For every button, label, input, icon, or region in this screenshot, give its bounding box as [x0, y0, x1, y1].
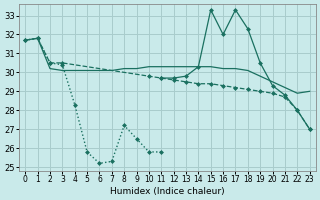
X-axis label: Humidex (Indice chaleur): Humidex (Indice chaleur): [110, 187, 225, 196]
